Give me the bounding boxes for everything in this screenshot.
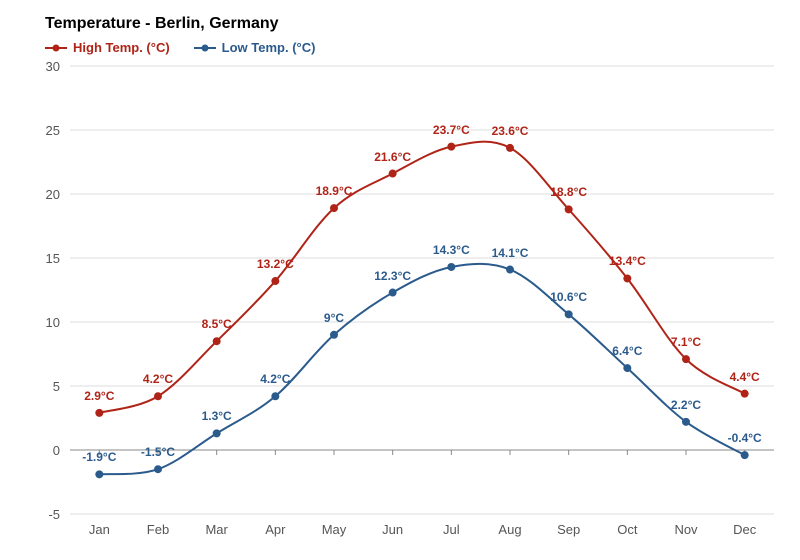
- point-label-low: 2.2°C: [671, 398, 701, 412]
- series-point-low: [389, 289, 397, 297]
- x-tick-label: Nov: [674, 522, 697, 537]
- point-label-low: 1.3°C: [202, 409, 232, 423]
- point-label-high: 13.4°C: [609, 254, 646, 268]
- series-point-low: [330, 331, 338, 339]
- point-label-high: 18.9°C: [316, 184, 353, 198]
- x-tick-label: Aug: [498, 522, 521, 537]
- x-tick-label: Jun: [382, 522, 403, 537]
- x-tick-label: May: [322, 522, 347, 537]
- point-label-high: 4.4°C: [730, 370, 760, 384]
- point-label-low: -1.9°C: [82, 450, 116, 464]
- point-label-high: 18.8°C: [550, 185, 587, 199]
- point-label-high: 7.1°C: [671, 335, 701, 349]
- series-point-high: [271, 277, 279, 285]
- series-point-high: [506, 144, 514, 152]
- point-label-low: 10.6°C: [550, 290, 587, 304]
- series-point-high: [741, 390, 749, 398]
- series-point-low: [271, 392, 279, 400]
- series-line-low: [99, 264, 744, 474]
- point-label-high: 2.9°C: [84, 389, 114, 403]
- point-label-low: 14.1°C: [492, 246, 529, 260]
- x-tick-label: Mar: [205, 522, 227, 537]
- series-point-high: [154, 392, 162, 400]
- point-label-high: 13.2°C: [257, 257, 294, 271]
- series-point-low: [741, 451, 749, 459]
- y-tick-label: 0: [53, 443, 60, 458]
- series-point-low: [447, 263, 455, 271]
- y-tick-label: 20: [46, 187, 60, 202]
- y-tick-label: 10: [46, 315, 60, 330]
- point-label-low: 9°C: [324, 311, 344, 325]
- point-label-low: -0.4°C: [728, 431, 762, 445]
- series-point-low: [213, 429, 221, 437]
- x-tick-label: Oct: [617, 522, 637, 537]
- x-tick-label: Dec: [733, 522, 756, 537]
- y-tick-label: 5: [53, 379, 60, 394]
- point-label-high: 23.6°C: [492, 124, 529, 138]
- series-point-high: [565, 205, 573, 213]
- y-tick-label: 30: [46, 59, 60, 74]
- series-point-low: [565, 310, 573, 318]
- x-tick-label: Apr: [265, 522, 285, 537]
- series-point-low: [154, 465, 162, 473]
- series-point-high: [330, 204, 338, 212]
- point-label-low: 12.3°C: [374, 269, 411, 283]
- y-tick-label: 25: [46, 123, 60, 138]
- point-label-low: -1.5°C: [141, 445, 175, 459]
- series-point-low: [682, 418, 690, 426]
- series-point-low: [506, 266, 514, 274]
- point-label-low: 14.3°C: [433, 243, 470, 257]
- series-point-high: [95, 409, 103, 417]
- series-point-low: [95, 470, 103, 478]
- series-point-high: [682, 355, 690, 363]
- y-tick-label: 15: [46, 251, 60, 266]
- temperature-chart: Temperature - Berlin, Germany High Temp.…: [0, 0, 800, 560]
- point-label-high: 4.2°C: [143, 372, 173, 386]
- x-tick-label: Jul: [443, 522, 460, 537]
- series-point-high: [623, 274, 631, 282]
- point-label-high: 8.5°C: [202, 317, 232, 331]
- series-point-high: [213, 337, 221, 345]
- point-label-low: 4.2°C: [260, 372, 290, 386]
- x-tick-label: Sep: [557, 522, 580, 537]
- point-label-high: 21.6°C: [374, 150, 411, 164]
- series-point-low: [623, 364, 631, 372]
- x-tick-label: Jan: [89, 522, 110, 537]
- point-label-low: 6.4°C: [612, 344, 642, 358]
- y-tick-label: -5: [48, 507, 60, 522]
- series-point-high: [389, 170, 397, 178]
- x-tick-label: Feb: [147, 522, 169, 537]
- point-label-high: 23.7°C: [433, 123, 470, 137]
- series-point-high: [447, 143, 455, 151]
